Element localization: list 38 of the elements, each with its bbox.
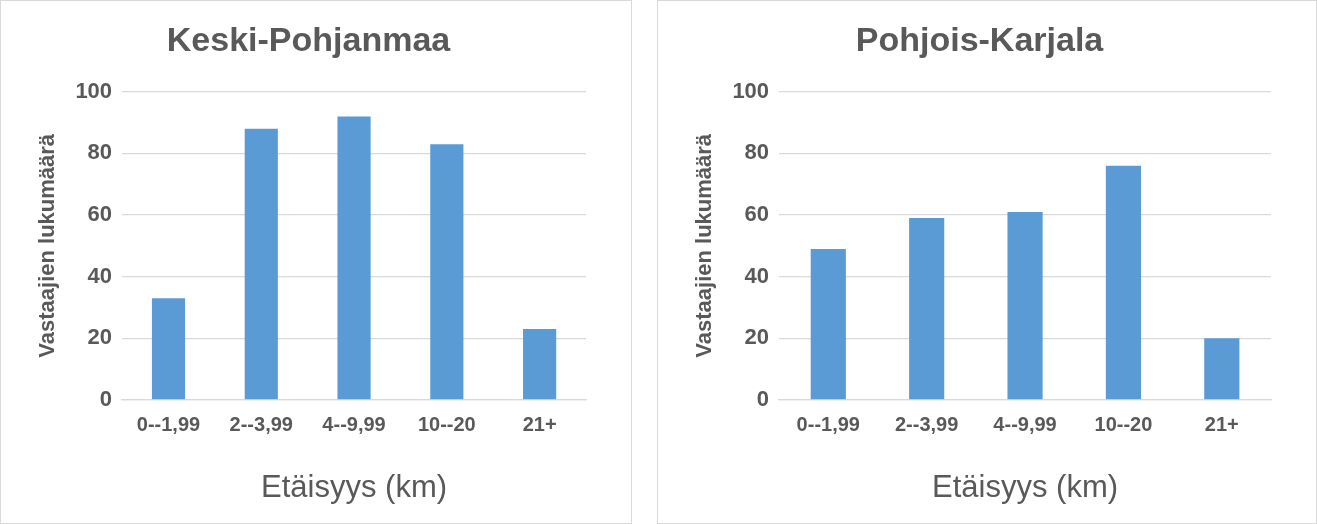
y-tick-label: 20: [744, 324, 770, 350]
bar: [337, 116, 371, 400]
y-tick-label: 80: [87, 139, 113, 165]
y-tick-label: 60: [744, 201, 770, 227]
x-tick-label: 0--1,99: [136, 413, 201, 436]
x-tick-label: 21+: [1204, 413, 1239, 436]
x-tick-label: 2--3,99: [229, 413, 293, 436]
x-axis-title: Etäisyys (km): [261, 468, 448, 504]
y-tick-label: 0: [99, 385, 113, 411]
y-tick-label: 20: [87, 324, 113, 350]
y-tick-label: 40: [744, 262, 770, 288]
x-tick-label: 4--9,99: [322, 413, 386, 436]
x-tick-label: 10--20: [417, 413, 476, 436]
y-tick-label: 100: [732, 77, 770, 103]
y-axis-title: Vastaajien lukumäärä: [691, 133, 717, 358]
bar: [151, 298, 186, 400]
x-tick-label: 2--3,99: [894, 413, 959, 436]
bar: [430, 144, 464, 400]
bar: [909, 218, 945, 400]
bar: [523, 328, 557, 400]
chart-title: Keski-Pohjanmaa: [166, 19, 452, 58]
y-tick-label: 40: [87, 262, 113, 288]
x-tick-label: 21+: [522, 413, 557, 436]
x-tick-label: 0--1,99: [796, 413, 860, 436]
bar: [1105, 165, 1142, 400]
bar: [244, 128, 278, 400]
x-tick-label: 4--9,99: [993, 413, 1057, 436]
x-tick-label: 10--20: [1094, 413, 1153, 436]
bar: [810, 248, 846, 400]
chart-title: Pohjois-Karjala: [855, 19, 1105, 58]
y-tick-label: 100: [75, 77, 113, 103]
y-tick-label: 80: [744, 139, 770, 165]
x-axis-title: Etäisyys (km): [932, 468, 1119, 504]
y-tick-label: 0: [756, 385, 770, 411]
bar: [1204, 338, 1240, 400]
y-axis-title: Vastaajien lukumäärä: [34, 133, 60, 358]
y-tick-label: 60: [87, 201, 113, 227]
bar: [1007, 211, 1043, 400]
